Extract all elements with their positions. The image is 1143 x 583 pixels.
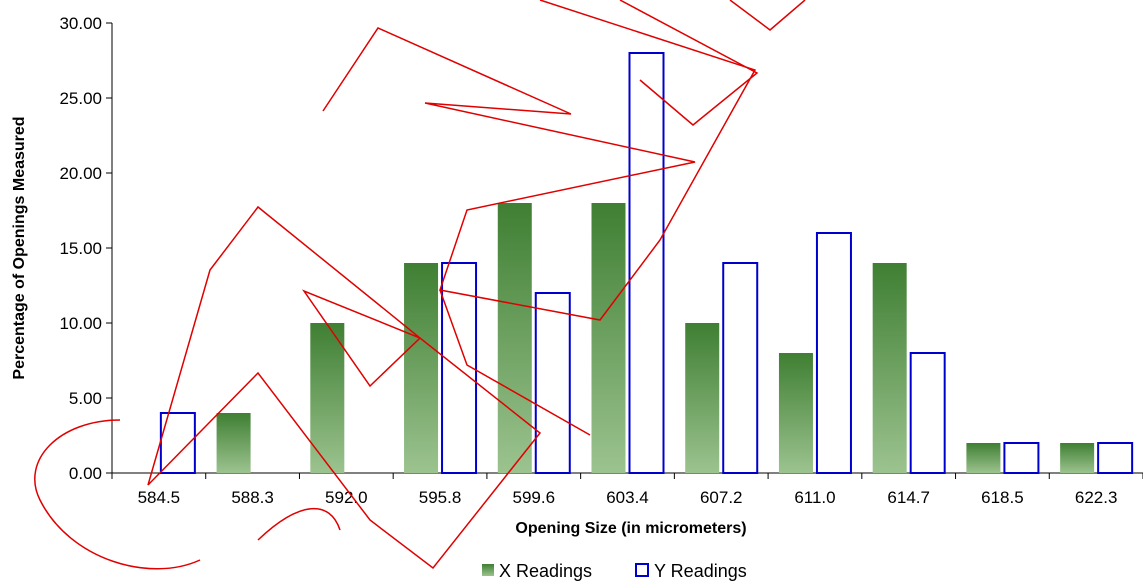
legend-label-x: X Readings	[499, 561, 592, 581]
bar-x-readings	[404, 263, 439, 473]
bar-x-readings	[591, 203, 626, 473]
x-tick-label: 595.8	[419, 488, 462, 507]
y-tick-label: 15.00	[59, 239, 102, 258]
bar-y-readings	[909, 352, 946, 474]
x-tick-label: 611.0	[794, 488, 835, 507]
bar-y-readings	[1097, 442, 1134, 474]
legend: X Readings Y Readings	[482, 561, 747, 581]
x-tick-label: 614.7	[887, 488, 930, 507]
axes: 0.00 5.00 10.00 15.00 20.00 25.00 30.00 584.5 58…	[59, 14, 1143, 507]
sample-watermark	[34, 0, 806, 570]
bar-y-readings	[534, 292, 571, 474]
bar-y-readings	[1003, 442, 1040, 474]
bar-x-readings	[872, 263, 907, 473]
bars	[159, 52, 1134, 474]
legend-swatch-x	[482, 564, 494, 576]
y-tick-label: 10.00	[59, 314, 102, 333]
bar-y-readings	[722, 262, 759, 474]
bar-y-readings	[441, 262, 478, 474]
bar-x-readings	[216, 413, 251, 473]
y-tick-label: 0.00	[69, 464, 102, 483]
y-tick-label: 30.00	[59, 14, 102, 33]
y-tick-label: 5.00	[69, 389, 102, 408]
bar-x-readings	[685, 323, 720, 473]
x-tick-label: 599.6	[512, 488, 555, 507]
legend-swatch-y	[635, 563, 649, 577]
bar-x-readings	[1060, 443, 1095, 473]
bar-x-readings	[497, 203, 532, 473]
bar-y-readings	[628, 52, 665, 474]
x-tick-label: 588.3	[231, 488, 274, 507]
bar-y-readings	[815, 232, 852, 474]
y-tick-label: 20.00	[59, 164, 102, 183]
x-tick-label: 584.5	[138, 488, 181, 507]
y-axis-title: Percentage of Openings Measured	[11, 116, 28, 379]
bar-x-readings	[778, 353, 813, 473]
x-tick-label: 603.4	[606, 488, 649, 507]
x-tick-label: 592.0	[325, 488, 368, 507]
bar-x-readings	[310, 323, 345, 473]
bar-x-readings	[966, 443, 1001, 473]
x-tick-label: 622.3	[1075, 488, 1118, 507]
x-tick-label: 607.2	[700, 488, 743, 507]
y-tick-label: 25.00	[59, 89, 102, 108]
x-axis-title: Opening Size (in micrometers)	[515, 520, 746, 537]
x-tick-label: 618.5	[981, 488, 1024, 507]
legend-label-y: Y Readings	[654, 561, 747, 581]
